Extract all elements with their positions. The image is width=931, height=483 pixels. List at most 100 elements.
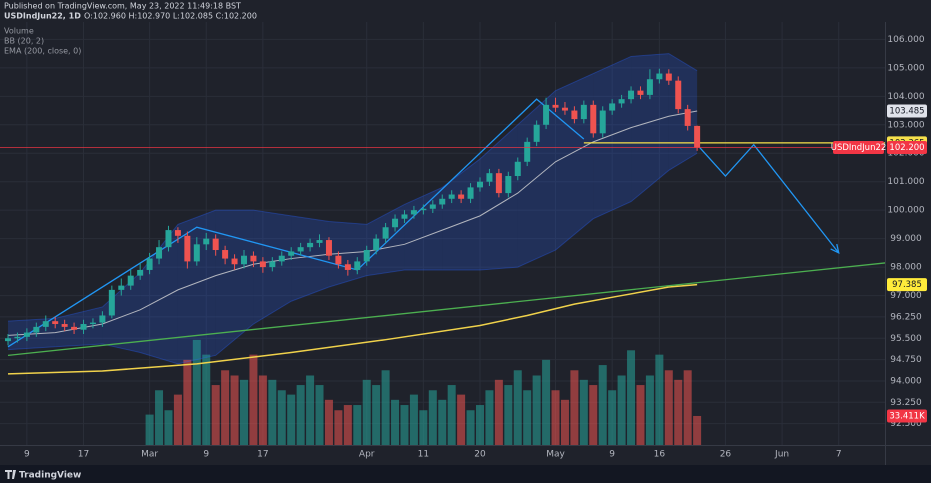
- volume-bar: [683, 370, 692, 445]
- candle-body: [269, 261, 276, 268]
- volume-bar: [419, 410, 428, 445]
- y-tick-label: 93.250: [890, 398, 922, 408]
- legend-bb: BB (20, 2): [4, 37, 44, 46]
- candle-body: [5, 338, 11, 342]
- bollinger-band: [55, 306, 103, 347]
- price-label: 102.200: [889, 143, 924, 153]
- candle-body: [363, 250, 370, 262]
- candle-body: [127, 275, 134, 286]
- volume-bar: [476, 405, 484, 445]
- candle-body: [684, 109, 691, 126]
- x-tick-label: 17: [78, 450, 89, 460]
- price-label: 103.485: [889, 106, 924, 116]
- bollinger-band: [593, 56, 632, 219]
- volume-bar: [221, 370, 230, 445]
- x-tick-label: 7: [836, 450, 842, 460]
- candle-body: [694, 125, 701, 148]
- candle-body: [193, 244, 200, 262]
- candle-body: [297, 247, 304, 252]
- candle-body: [495, 173, 502, 194]
- candle-body: [137, 269, 144, 276]
- volume-bar: [400, 405, 409, 445]
- bollinger-band: [480, 124, 518, 270]
- volume-bar: [240, 379, 248, 445]
- candle-body: [288, 251, 295, 256]
- candle-body: [14, 336, 21, 339]
- volume-bar: [372, 385, 381, 445]
- volume-bar: [353, 405, 362, 445]
- candle-body: [23, 332, 30, 337]
- volume-bar: [428, 390, 437, 445]
- volume-bar: [655, 354, 664, 445]
- volume-bar: [608, 390, 617, 445]
- x-tick-label: 9: [24, 450, 30, 460]
- volume-bar: [343, 405, 352, 445]
- bollinger-band: [291, 215, 329, 302]
- volume-bar: [645, 375, 654, 445]
- y-tick-label: 101.000: [887, 177, 924, 187]
- candle-body: [486, 173, 493, 182]
- volume-bar: [315, 385, 324, 445]
- candle-body: [307, 242, 314, 248]
- candle-body: [99, 315, 106, 323]
- volume-bar: [693, 415, 702, 445]
- volume-bar: [485, 390, 494, 445]
- volume-bar: [334, 410, 343, 445]
- volume-bar: [532, 375, 541, 445]
- ohlc-text: O:102.960 H:102.970 L:102.085 C:102.200: [84, 12, 257, 21]
- volume-bar: [513, 370, 522, 445]
- volume-bar: [249, 354, 258, 445]
- x-tick-label: 9: [609, 450, 615, 460]
- candle-body: [609, 103, 616, 111]
- y-tick-label: 94.750: [890, 355, 922, 365]
- candle-body: [599, 110, 606, 134]
- volume-bar: [542, 359, 551, 445]
- price-label-bg: [887, 141, 927, 155]
- candle-body: [420, 208, 427, 211]
- volume-label-bg: [887, 409, 927, 423]
- symbol-text: USDIndJun22, 1D: [4, 12, 81, 21]
- candle-body: [250, 255, 257, 262]
- candle-body: [89, 322, 96, 325]
- volume-bar: [409, 394, 418, 445]
- candle-body: [675, 80, 682, 110]
- candle-body: [354, 261, 361, 270]
- x-tick-label: 26: [720, 450, 732, 460]
- candle-body: [429, 204, 436, 209]
- candle-body: [108, 289, 115, 316]
- candle-body: [477, 181, 483, 188]
- volume-bar: [438, 399, 447, 445]
- price-label-bg: [887, 104, 927, 118]
- y-tick-label: 103.000: [887, 120, 924, 130]
- volume-bar: [627, 350, 636, 445]
- volume-bar: [551, 390, 560, 445]
- y-tick-label: 100.000: [887, 206, 924, 216]
- x-tick-label: 11: [418, 450, 429, 460]
- x-tick-label: 17: [257, 450, 268, 460]
- arrow-head: [830, 243, 840, 255]
- volume-bar: [381, 370, 390, 445]
- axis: 106.000105.000104.000103.000102.000101.0…: [24, 35, 927, 460]
- volume-bar: [155, 390, 164, 445]
- candle-body: [231, 258, 238, 265]
- ema-line: [7, 283, 698, 375]
- volume-bar: [598, 365, 607, 445]
- candle-body: [628, 90, 635, 100]
- candle-body: [222, 250, 229, 259]
- candle-body: [524, 141, 531, 162]
- volume-bar: [173, 394, 182, 445]
- volume-bar: [391, 399, 400, 445]
- y-tick-label: 98.000: [890, 263, 922, 273]
- volume-bar: [258, 375, 267, 445]
- x-tick-label: May: [546, 450, 565, 460]
- volume-bar: [211, 385, 220, 445]
- candle-body: [174, 230, 181, 236]
- price-label-bg: [887, 278, 927, 292]
- candle-body: [580, 104, 587, 120]
- volume-bar: [192, 339, 201, 445]
- candle-body: [278, 255, 285, 262]
- candle-body: [184, 235, 191, 262]
- volume-bar: [570, 370, 579, 445]
- x-tick-label: 9: [203, 450, 209, 460]
